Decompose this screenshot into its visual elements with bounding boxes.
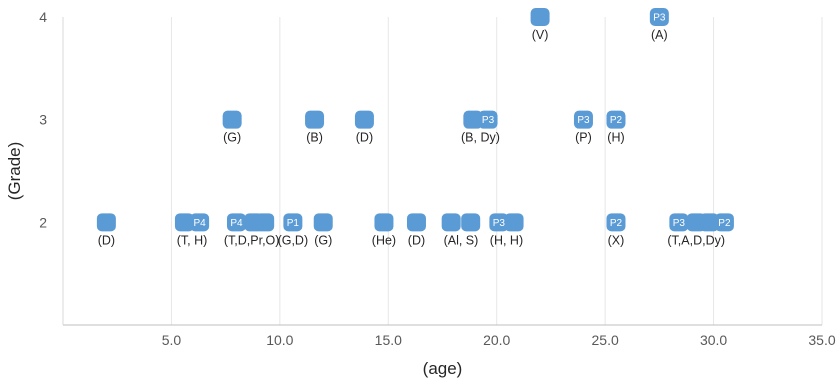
- data-point: P3: [573, 110, 593, 129]
- data-label: (He): [372, 233, 396, 247]
- y-tick-label: 3: [39, 112, 47, 128]
- data-point: P4: [190, 213, 210, 232]
- data-point: P2: [606, 110, 626, 129]
- data-point-tag: P4: [194, 218, 207, 229]
- data-label: (A): [651, 28, 668, 42]
- data-point-tag: P3: [673, 218, 686, 229]
- data-point: [461, 213, 481, 232]
- data-label: (Al, S): [444, 233, 479, 247]
- data-point-marker: [530, 8, 550, 26]
- data-point-marker: [190, 213, 210, 232]
- tick-labels: 5.0 10.0 15.0 20.0 25.0 30.0 35.0 2 3 4: [39, 9, 836, 348]
- data-point-tag: P3: [653, 13, 666, 24]
- data-point-tag: P3: [493, 218, 506, 229]
- data-point: P4: [226, 213, 246, 232]
- data-point: [354, 110, 374, 129]
- x-tick-label: 20.0: [483, 332, 510, 348]
- data-label: (T,D,Pr,O): [224, 233, 280, 247]
- data-point: [406, 213, 426, 232]
- data-point: [374, 213, 394, 232]
- data-point-marker: [606, 213, 626, 232]
- x-axis-title: (age): [423, 359, 463, 378]
- data-point-marker: [174, 213, 194, 232]
- data-point-marker: [226, 213, 246, 232]
- data-point: [174, 213, 194, 232]
- data-point-tag: P3: [482, 115, 495, 126]
- data-point-tag: P2: [610, 115, 623, 126]
- data-point-marker: [406, 213, 426, 232]
- data-point-marker: [283, 213, 303, 232]
- data-label: (B): [306, 131, 323, 145]
- data-label: (G): [223, 131, 241, 145]
- data-point-marker: [255, 213, 275, 232]
- data-point: [255, 213, 275, 232]
- data-point: [305, 110, 325, 129]
- x-tick-label: 10.0: [266, 332, 293, 348]
- data-label: (V): [532, 28, 549, 42]
- data-label: (G): [314, 233, 332, 247]
- data-point-marker: [649, 8, 669, 26]
- data-point-tag: P3: [577, 115, 590, 126]
- data-point-marker: [573, 110, 593, 129]
- data-point-marker: [354, 110, 374, 129]
- data-point: P2: [714, 213, 734, 232]
- x-tick-label: 25.0: [592, 332, 619, 348]
- data-point-marker: [669, 213, 689, 232]
- y-tick-label: 2: [39, 214, 47, 230]
- data-point: P1: [283, 213, 303, 232]
- data-point-marker: [441, 213, 461, 232]
- data-point-marker: [714, 213, 734, 232]
- y-axis-title: (Grade): [5, 142, 24, 201]
- data-point: P3: [489, 213, 509, 232]
- data-points: P4 P4 P1 P3 P2 P3 P2 P3 P3 P2 P3: [96, 8, 734, 232]
- data-point-marker: [489, 213, 509, 232]
- data-point: [463, 110, 483, 129]
- y-tick-label: 4: [39, 9, 47, 25]
- x-tick-label: 30.0: [700, 332, 727, 348]
- data-point: [504, 213, 524, 232]
- data-label: (B, Dy): [461, 131, 500, 145]
- data-label: (G,D): [278, 233, 309, 247]
- x-tick-label: 5.0: [162, 332, 182, 348]
- data-point-marker: [478, 110, 498, 129]
- data-point-marker: [96, 213, 116, 232]
- data-label: (T,A,D,Dy): [667, 233, 725, 247]
- data-point-tag: P2: [610, 218, 623, 229]
- data-point-marker: [461, 213, 481, 232]
- x-tick-label: 15.0: [375, 332, 402, 348]
- data-point: [699, 213, 719, 232]
- data-label: (D): [408, 233, 425, 247]
- data-point-marker: [606, 110, 626, 129]
- data-label: (P): [575, 131, 592, 145]
- data-label: (X): [608, 233, 625, 247]
- data-label: (H, H): [490, 233, 523, 247]
- data-point: [313, 213, 333, 232]
- data-point-tag: P4: [230, 218, 243, 229]
- data-point-marker: [222, 110, 242, 129]
- data-point: P3: [649, 8, 669, 26]
- data-point-marker: [313, 213, 333, 232]
- data-point-marker: [374, 213, 394, 232]
- grid-lines: [170, 17, 823, 325]
- data-point: [530, 8, 550, 26]
- data-point-marker: [305, 110, 325, 129]
- data-point: P2: [606, 213, 626, 232]
- data-label: (D): [98, 233, 115, 247]
- data-point: [441, 213, 461, 232]
- data-point: [96, 213, 116, 232]
- data-point-tag: P1: [287, 218, 300, 229]
- data-label: (T, H): [177, 233, 208, 247]
- data-point-marker: [504, 213, 524, 232]
- data-point-marker: [699, 213, 719, 232]
- data-point: [222, 110, 242, 129]
- x-tick-label: 35.0: [808, 332, 835, 348]
- data-label: (H): [607, 131, 624, 145]
- data-point-marker: [463, 110, 483, 129]
- point-labels: (D) (T, H) (T,D,Pr,O)(G,D) (G) (He) (D) (Al, S…: [98, 28, 725, 247]
- data-label: (D): [356, 131, 373, 145]
- data-point: P3: [478, 110, 498, 129]
- data-point: P3: [669, 213, 689, 232]
- data-point-tag: P2: [718, 218, 731, 229]
